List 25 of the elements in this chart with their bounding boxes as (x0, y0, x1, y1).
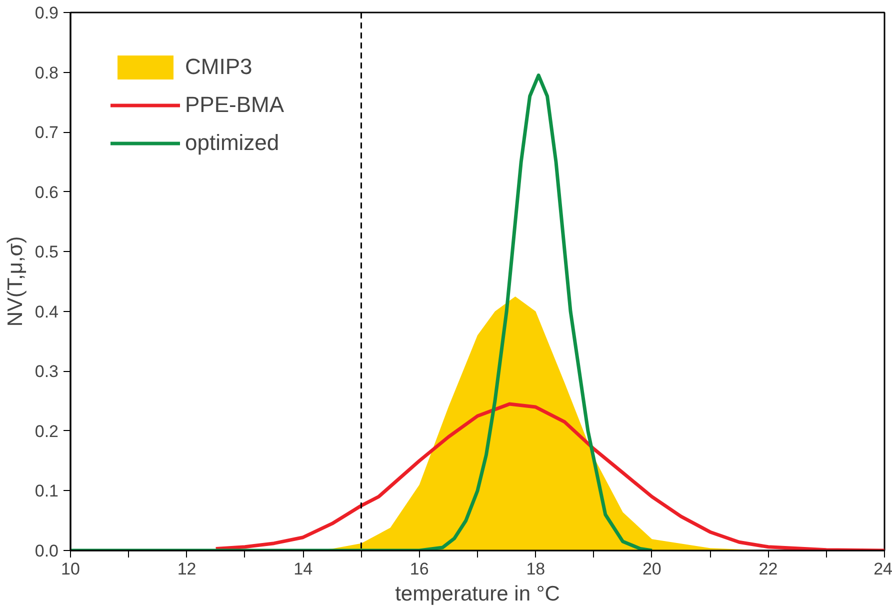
y-tick-label: 0.5 (34, 242, 59, 262)
y-tick-label: 0.4 (34, 302, 59, 322)
y-tick-label: 0.3 (34, 362, 59, 382)
y-tick-label: 0.9 (34, 4, 59, 22)
x-tick-label: 18 (526, 560, 546, 578)
legend-label: CMIP3 (185, 54, 252, 80)
x-tick-label: 20 (642, 560, 662, 578)
y-tick-label: 0.2 (34, 422, 59, 441)
y-tick-label: 0.7 (34, 123, 59, 142)
x-tick-label: 10 (61, 560, 80, 578)
x-tick-label: 14 (294, 560, 313, 578)
x-tick-label: 24 (874, 560, 892, 578)
x-tick-label: 22 (758, 560, 778, 578)
y-tick-label: 0.6 (34, 182, 59, 202)
legend-label: PPE-BMA (185, 92, 284, 118)
y-tick-label: 0.0 (34, 542, 59, 560)
y-axis-title: NV(T,μ,σ) (4, 236, 27, 327)
x-axis-title: temperature in °C (395, 582, 560, 606)
x-tick-label: 12 (177, 560, 196, 578)
x-tick-label: 16 (410, 560, 429, 578)
y-tick-label: 0.1 (34, 482, 59, 501)
line-series (70, 74, 654, 550)
y-tick-label: 0.8 (34, 63, 59, 82)
line-series (214, 402, 884, 550)
legend-label: optimized (185, 130, 280, 156)
